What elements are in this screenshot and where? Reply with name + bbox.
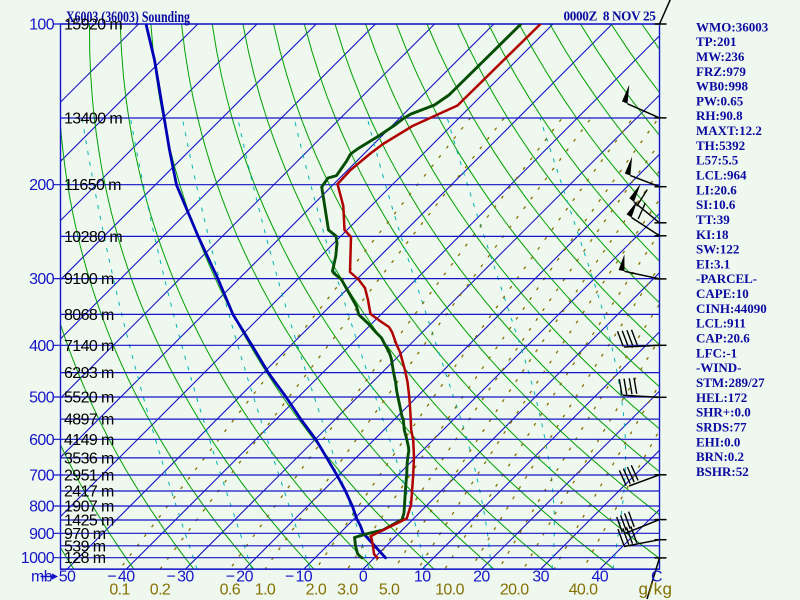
svg-text:10: 10 bbox=[414, 569, 431, 586]
svg-text:X6003 (36003) Sounding: X6003 (36003) Sounding bbox=[66, 9, 190, 26]
svg-text:HEL:172: HEL:172 bbox=[696, 390, 747, 405]
svg-text:LCL:964: LCL:964 bbox=[696, 168, 747, 183]
svg-text:500: 500 bbox=[29, 390, 55, 407]
svg-text:2951 m: 2951 m bbox=[64, 468, 114, 485]
svg-text:TT:39: TT:39 bbox=[696, 212, 730, 227]
svg-text:g/kg: g/kg bbox=[639, 580, 673, 599]
svg-text:C: C bbox=[651, 569, 663, 586]
svg-text:0.6: 0.6 bbox=[220, 582, 241, 599]
svg-text:900: 900 bbox=[29, 526, 55, 543]
svg-text:−: − bbox=[285, 569, 294, 586]
svg-text:0: 0 bbox=[359, 569, 368, 586]
svg-text:STM:289/27: STM:289/27 bbox=[696, 375, 765, 390]
svg-text:CAP:20.6: CAP:20.6 bbox=[696, 331, 750, 346]
svg-text:15920 m: 15920 m bbox=[64, 17, 122, 34]
svg-text:CINH:44090: CINH:44090 bbox=[696, 301, 767, 316]
svg-text:6293 m: 6293 m bbox=[64, 365, 114, 382]
svg-text:30: 30 bbox=[532, 569, 549, 586]
svg-text:100: 100 bbox=[29, 17, 55, 34]
svg-text:SRDS:77: SRDS:77 bbox=[696, 419, 747, 434]
svg-text:400: 400 bbox=[29, 338, 55, 355]
svg-text:SHR+:0.0: SHR+:0.0 bbox=[696, 405, 751, 420]
svg-text:LFC:-1: LFC:-1 bbox=[696, 345, 737, 360]
svg-text:L57:5.5: L57:5.5 bbox=[696, 153, 739, 168]
svg-text:10280 m: 10280 m bbox=[64, 229, 122, 246]
svg-text:FRZ:979: FRZ:979 bbox=[696, 64, 746, 79]
svg-text:4897 m: 4897 m bbox=[64, 412, 114, 429]
svg-text:1.0: 1.0 bbox=[255, 582, 276, 599]
svg-text:EI:3.1: EI:3.1 bbox=[696, 256, 730, 271]
svg-text:RH:90.8: RH:90.8 bbox=[696, 108, 743, 123]
svg-text:BSHR:52: BSHR:52 bbox=[696, 464, 749, 479]
svg-text:539 m: 539 m bbox=[64, 538, 106, 555]
svg-text:TP:201: TP:201 bbox=[696, 34, 736, 49]
svg-text:WMO:36003: WMO:36003 bbox=[696, 19, 769, 34]
svg-text:3.0: 3.0 bbox=[337, 582, 358, 599]
svg-text:mb: mb bbox=[31, 569, 53, 586]
svg-text:30: 30 bbox=[177, 569, 194, 586]
svg-text:300: 300 bbox=[29, 271, 55, 288]
svg-text:SW:122: SW:122 bbox=[696, 242, 739, 257]
svg-text:8068 m: 8068 m bbox=[64, 307, 114, 324]
svg-text:10: 10 bbox=[295, 569, 312, 586]
svg-text:0000Z 8 NOV 25: 0000Z 8 NOV 25 bbox=[564, 9, 657, 24]
svg-text:WB0:998: WB0:998 bbox=[696, 79, 749, 94]
svg-text:1000: 1000 bbox=[21, 550, 55, 567]
svg-text:3536 m: 3536 m bbox=[64, 450, 114, 467]
svg-text:128 m: 128 m bbox=[64, 550, 106, 567]
svg-text:MAXT:12.2: MAXT:12.2 bbox=[696, 123, 762, 138]
svg-text:SI:10.6: SI:10.6 bbox=[696, 197, 736, 212]
svg-text:LI:20.6: LI:20.6 bbox=[696, 182, 737, 197]
svg-text:40: 40 bbox=[591, 569, 608, 586]
svg-text:40.0: 40.0 bbox=[569, 582, 598, 599]
svg-text:5520 m: 5520 m bbox=[64, 390, 114, 407]
svg-text:BRN:0.2: BRN:0.2 bbox=[696, 449, 744, 464]
svg-text:−: − bbox=[226, 569, 235, 586]
svg-text:LCL:911: LCL:911 bbox=[696, 316, 746, 331]
svg-text:-WIND-: -WIND- bbox=[696, 360, 742, 375]
svg-text:MW:236: MW:236 bbox=[696, 49, 745, 64]
svg-text:800: 800 bbox=[29, 499, 55, 516]
svg-text:7140 m: 7140 m bbox=[64, 338, 114, 355]
svg-text:970 m: 970 m bbox=[64, 526, 106, 543]
svg-text:10.0: 10.0 bbox=[435, 582, 464, 599]
svg-text:TH:5392: TH:5392 bbox=[696, 138, 745, 153]
svg-text:4149 m: 4149 m bbox=[64, 432, 114, 449]
svg-text:5.0: 5.0 bbox=[379, 582, 400, 599]
svg-text:PW:0.65: PW:0.65 bbox=[696, 93, 744, 108]
svg-text:700: 700 bbox=[29, 468, 55, 485]
svg-text:600: 600 bbox=[29, 432, 55, 449]
svg-text:0.2: 0.2 bbox=[150, 582, 171, 599]
svg-text:CAPE:10: CAPE:10 bbox=[696, 286, 749, 301]
svg-text:0.1: 0.1 bbox=[109, 582, 130, 599]
svg-text:1907 m: 1907 m bbox=[64, 499, 114, 516]
svg-text:2.0: 2.0 bbox=[306, 582, 327, 599]
svg-text:-PARCEL-: -PARCEL- bbox=[696, 271, 757, 286]
svg-text:EHI:0.0: EHI:0.0 bbox=[696, 434, 740, 449]
svg-text:2417 m: 2417 m bbox=[64, 484, 114, 501]
svg-text:13400 m: 13400 m bbox=[64, 111, 122, 128]
svg-text:40: 40 bbox=[118, 569, 135, 586]
svg-text:−: − bbox=[167, 569, 176, 586]
svg-text:20: 20 bbox=[236, 569, 253, 586]
svg-text:20.0: 20.0 bbox=[500, 582, 529, 599]
svg-text:KI:18: KI:18 bbox=[696, 227, 729, 242]
svg-text:1425 m: 1425 m bbox=[64, 513, 114, 530]
svg-text:−: − bbox=[107, 569, 116, 586]
svg-text:20: 20 bbox=[473, 569, 490, 586]
svg-text:9100 m: 9100 m bbox=[64, 271, 114, 288]
svg-text:11650 m: 11650 m bbox=[64, 177, 121, 194]
svg-text:200: 200 bbox=[29, 177, 55, 194]
svg-text:50: 50 bbox=[59, 569, 76, 586]
